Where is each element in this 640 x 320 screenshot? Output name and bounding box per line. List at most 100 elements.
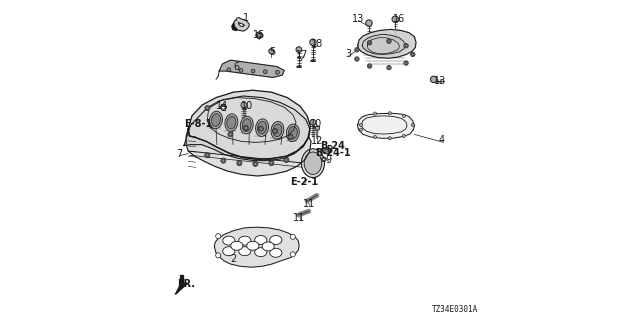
Circle shape — [252, 69, 255, 73]
Circle shape — [275, 70, 280, 74]
Circle shape — [221, 105, 225, 109]
Circle shape — [273, 129, 278, 134]
Circle shape — [411, 52, 415, 57]
Text: 13: 13 — [434, 76, 446, 86]
Circle shape — [360, 123, 363, 126]
Polygon shape — [358, 29, 416, 58]
Circle shape — [388, 112, 392, 115]
Text: 17: 17 — [296, 50, 308, 60]
Ellipse shape — [301, 149, 324, 178]
Text: 10: 10 — [310, 119, 323, 129]
Ellipse shape — [255, 119, 269, 136]
Ellipse shape — [242, 119, 252, 132]
Polygon shape — [186, 129, 311, 176]
Ellipse shape — [323, 147, 330, 154]
Polygon shape — [214, 227, 300, 267]
Ellipse shape — [270, 236, 282, 244]
Circle shape — [216, 234, 221, 239]
Ellipse shape — [211, 114, 221, 126]
Circle shape — [284, 157, 289, 163]
Circle shape — [238, 162, 241, 165]
Circle shape — [285, 158, 288, 162]
Text: B-24: B-24 — [321, 140, 345, 151]
Circle shape — [404, 44, 407, 47]
Text: 12: 12 — [311, 136, 324, 147]
Circle shape — [256, 32, 262, 38]
Circle shape — [269, 161, 274, 166]
Ellipse shape — [231, 241, 243, 250]
Circle shape — [404, 62, 407, 64]
Circle shape — [237, 161, 242, 166]
Text: E-2-1: E-2-1 — [290, 177, 318, 187]
Circle shape — [289, 135, 292, 139]
Ellipse shape — [239, 236, 251, 245]
Text: 11: 11 — [293, 213, 305, 223]
Text: 16: 16 — [393, 13, 406, 24]
Circle shape — [257, 33, 261, 37]
Circle shape — [259, 126, 264, 131]
Circle shape — [296, 47, 302, 52]
Circle shape — [323, 158, 325, 161]
Circle shape — [229, 133, 232, 136]
Circle shape — [367, 41, 372, 45]
Text: 10: 10 — [241, 101, 253, 111]
Circle shape — [270, 162, 273, 165]
Circle shape — [205, 106, 210, 111]
Circle shape — [356, 49, 358, 51]
Polygon shape — [219, 60, 284, 77]
Circle shape — [244, 126, 248, 130]
Circle shape — [274, 130, 277, 133]
Circle shape — [404, 61, 408, 65]
Circle shape — [227, 68, 231, 72]
Polygon shape — [179, 275, 184, 283]
Text: TZ34E0301A: TZ34E0301A — [432, 305, 479, 314]
Polygon shape — [175, 283, 188, 294]
Circle shape — [388, 137, 392, 140]
Circle shape — [264, 70, 268, 74]
Circle shape — [253, 161, 258, 166]
Ellipse shape — [262, 242, 275, 251]
Circle shape — [259, 127, 262, 130]
Circle shape — [369, 42, 371, 44]
Circle shape — [206, 107, 209, 110]
Text: 15: 15 — [253, 29, 266, 40]
Circle shape — [205, 153, 210, 158]
Ellipse shape — [271, 122, 284, 139]
Ellipse shape — [323, 149, 330, 154]
Circle shape — [254, 162, 257, 165]
Text: 18: 18 — [310, 39, 323, 49]
Circle shape — [221, 158, 226, 163]
Circle shape — [206, 154, 209, 157]
Circle shape — [392, 16, 398, 22]
Ellipse shape — [209, 111, 223, 129]
Circle shape — [387, 39, 391, 44]
Circle shape — [388, 66, 390, 69]
Ellipse shape — [270, 248, 282, 257]
Circle shape — [310, 119, 316, 125]
Circle shape — [355, 57, 359, 61]
Ellipse shape — [223, 236, 235, 245]
Circle shape — [387, 65, 391, 70]
Text: 2: 2 — [230, 253, 237, 264]
Text: 7: 7 — [176, 149, 182, 159]
Circle shape — [288, 134, 293, 140]
Circle shape — [412, 123, 415, 126]
Ellipse shape — [257, 121, 267, 134]
Circle shape — [290, 252, 295, 257]
Ellipse shape — [240, 116, 253, 134]
Circle shape — [216, 253, 221, 258]
Ellipse shape — [304, 152, 322, 174]
Text: FR.: FR. — [178, 279, 196, 289]
Text: 1: 1 — [243, 12, 249, 23]
Circle shape — [290, 234, 295, 239]
Polygon shape — [362, 34, 405, 54]
Circle shape — [403, 114, 406, 117]
Text: 3: 3 — [345, 49, 351, 59]
Polygon shape — [188, 90, 310, 159]
Text: E-8-1: E-8-1 — [184, 119, 212, 129]
Circle shape — [367, 64, 372, 68]
Circle shape — [315, 126, 320, 130]
Circle shape — [431, 76, 437, 83]
Circle shape — [412, 53, 414, 56]
Circle shape — [404, 44, 408, 48]
